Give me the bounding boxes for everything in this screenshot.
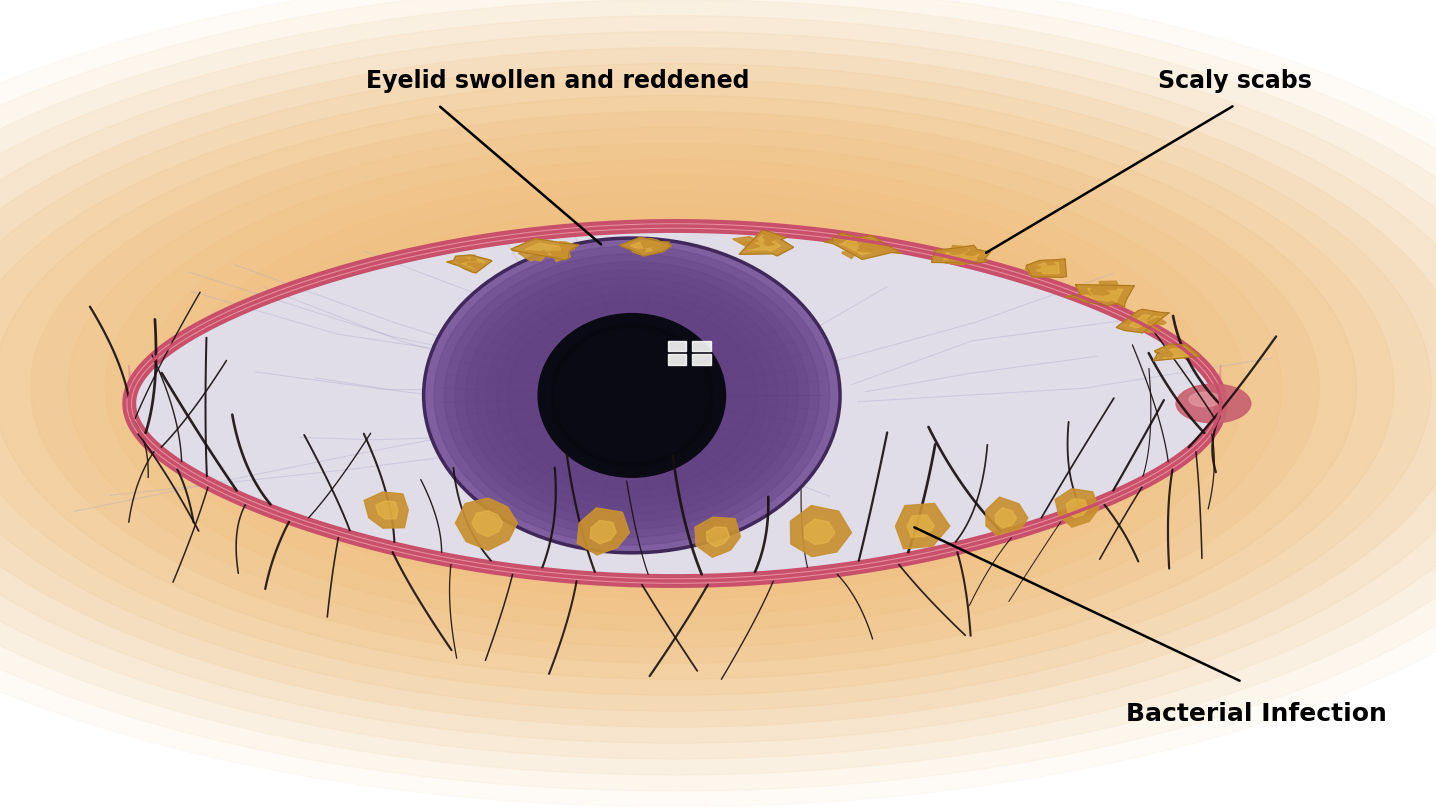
Polygon shape (804, 519, 834, 545)
Ellipse shape (0, 31, 1436, 743)
Polygon shape (1099, 281, 1117, 290)
Polygon shape (740, 241, 760, 249)
Ellipse shape (180, 175, 1170, 600)
Ellipse shape (485, 285, 778, 505)
Bar (668, 341, 686, 351)
Polygon shape (472, 511, 503, 537)
Polygon shape (824, 233, 902, 259)
Polygon shape (129, 387, 1221, 581)
Polygon shape (518, 251, 549, 261)
Polygon shape (457, 258, 470, 263)
Polygon shape (129, 365, 1221, 581)
Ellipse shape (0, 48, 1436, 727)
Polygon shape (1116, 309, 1169, 332)
Ellipse shape (0, 0, 1436, 775)
Ellipse shape (559, 341, 705, 450)
Polygon shape (526, 243, 566, 256)
Polygon shape (945, 258, 961, 261)
Ellipse shape (329, 239, 1021, 536)
Polygon shape (740, 229, 794, 256)
Polygon shape (932, 245, 989, 263)
Polygon shape (471, 255, 477, 261)
Polygon shape (590, 521, 616, 544)
Polygon shape (1139, 324, 1160, 332)
Text: Bacterial Infection: Bacterial Infection (1126, 702, 1387, 726)
Ellipse shape (0, 15, 1436, 759)
Polygon shape (1027, 259, 1067, 278)
Polygon shape (1162, 351, 1169, 355)
Polygon shape (965, 249, 979, 255)
Ellipse shape (217, 191, 1133, 583)
Polygon shape (896, 504, 949, 549)
Polygon shape (951, 245, 968, 254)
Polygon shape (995, 508, 1017, 528)
Ellipse shape (475, 278, 788, 513)
Ellipse shape (424, 238, 840, 553)
Polygon shape (987, 497, 1028, 537)
Ellipse shape (67, 128, 1282, 647)
Ellipse shape (434, 246, 830, 545)
Ellipse shape (465, 270, 798, 521)
Polygon shape (1035, 262, 1060, 274)
Polygon shape (1147, 317, 1166, 324)
Polygon shape (748, 235, 781, 251)
Ellipse shape (538, 314, 725, 477)
Ellipse shape (292, 224, 1058, 551)
Polygon shape (764, 239, 774, 245)
Polygon shape (652, 246, 666, 252)
Polygon shape (859, 239, 875, 252)
Text: Scaly scabs: Scaly scabs (1157, 69, 1313, 93)
Polygon shape (471, 264, 485, 269)
Polygon shape (1081, 288, 1091, 295)
Polygon shape (1045, 260, 1055, 265)
Polygon shape (695, 517, 741, 557)
Polygon shape (467, 263, 482, 266)
Polygon shape (1081, 289, 1123, 302)
Polygon shape (511, 239, 579, 260)
Ellipse shape (142, 159, 1208, 616)
Polygon shape (857, 242, 886, 253)
Ellipse shape (497, 293, 767, 498)
Polygon shape (1066, 285, 1134, 307)
Polygon shape (908, 515, 935, 537)
Ellipse shape (0, 64, 1432, 711)
Polygon shape (1066, 499, 1088, 518)
Ellipse shape (0, 80, 1394, 695)
Polygon shape (447, 255, 491, 273)
Polygon shape (1025, 265, 1041, 271)
Polygon shape (640, 239, 662, 248)
Ellipse shape (105, 144, 1245, 631)
Polygon shape (365, 492, 408, 528)
Polygon shape (577, 508, 629, 555)
Polygon shape (1160, 350, 1173, 357)
Polygon shape (763, 236, 777, 241)
Polygon shape (630, 240, 662, 252)
Polygon shape (1147, 313, 1156, 319)
Polygon shape (129, 226, 1221, 581)
Polygon shape (620, 237, 672, 256)
Polygon shape (1163, 349, 1190, 358)
Polygon shape (857, 237, 873, 245)
Ellipse shape (1189, 392, 1221, 407)
Polygon shape (560, 242, 576, 250)
Ellipse shape (1176, 384, 1251, 423)
Polygon shape (458, 258, 484, 269)
Polygon shape (455, 498, 517, 550)
Polygon shape (790, 506, 852, 557)
Bar (692, 341, 711, 351)
Bar (668, 354, 686, 365)
Ellipse shape (0, 95, 1357, 679)
Ellipse shape (444, 253, 819, 537)
Polygon shape (839, 239, 886, 255)
Polygon shape (841, 252, 857, 258)
Polygon shape (376, 501, 398, 519)
Polygon shape (1030, 271, 1043, 276)
Ellipse shape (404, 271, 946, 504)
Polygon shape (541, 250, 544, 256)
Polygon shape (943, 250, 979, 261)
Polygon shape (550, 251, 570, 261)
Polygon shape (945, 258, 971, 265)
Polygon shape (1129, 315, 1160, 328)
Text: Eyelid swollen and reddened: Eyelid swollen and reddened (366, 69, 750, 93)
